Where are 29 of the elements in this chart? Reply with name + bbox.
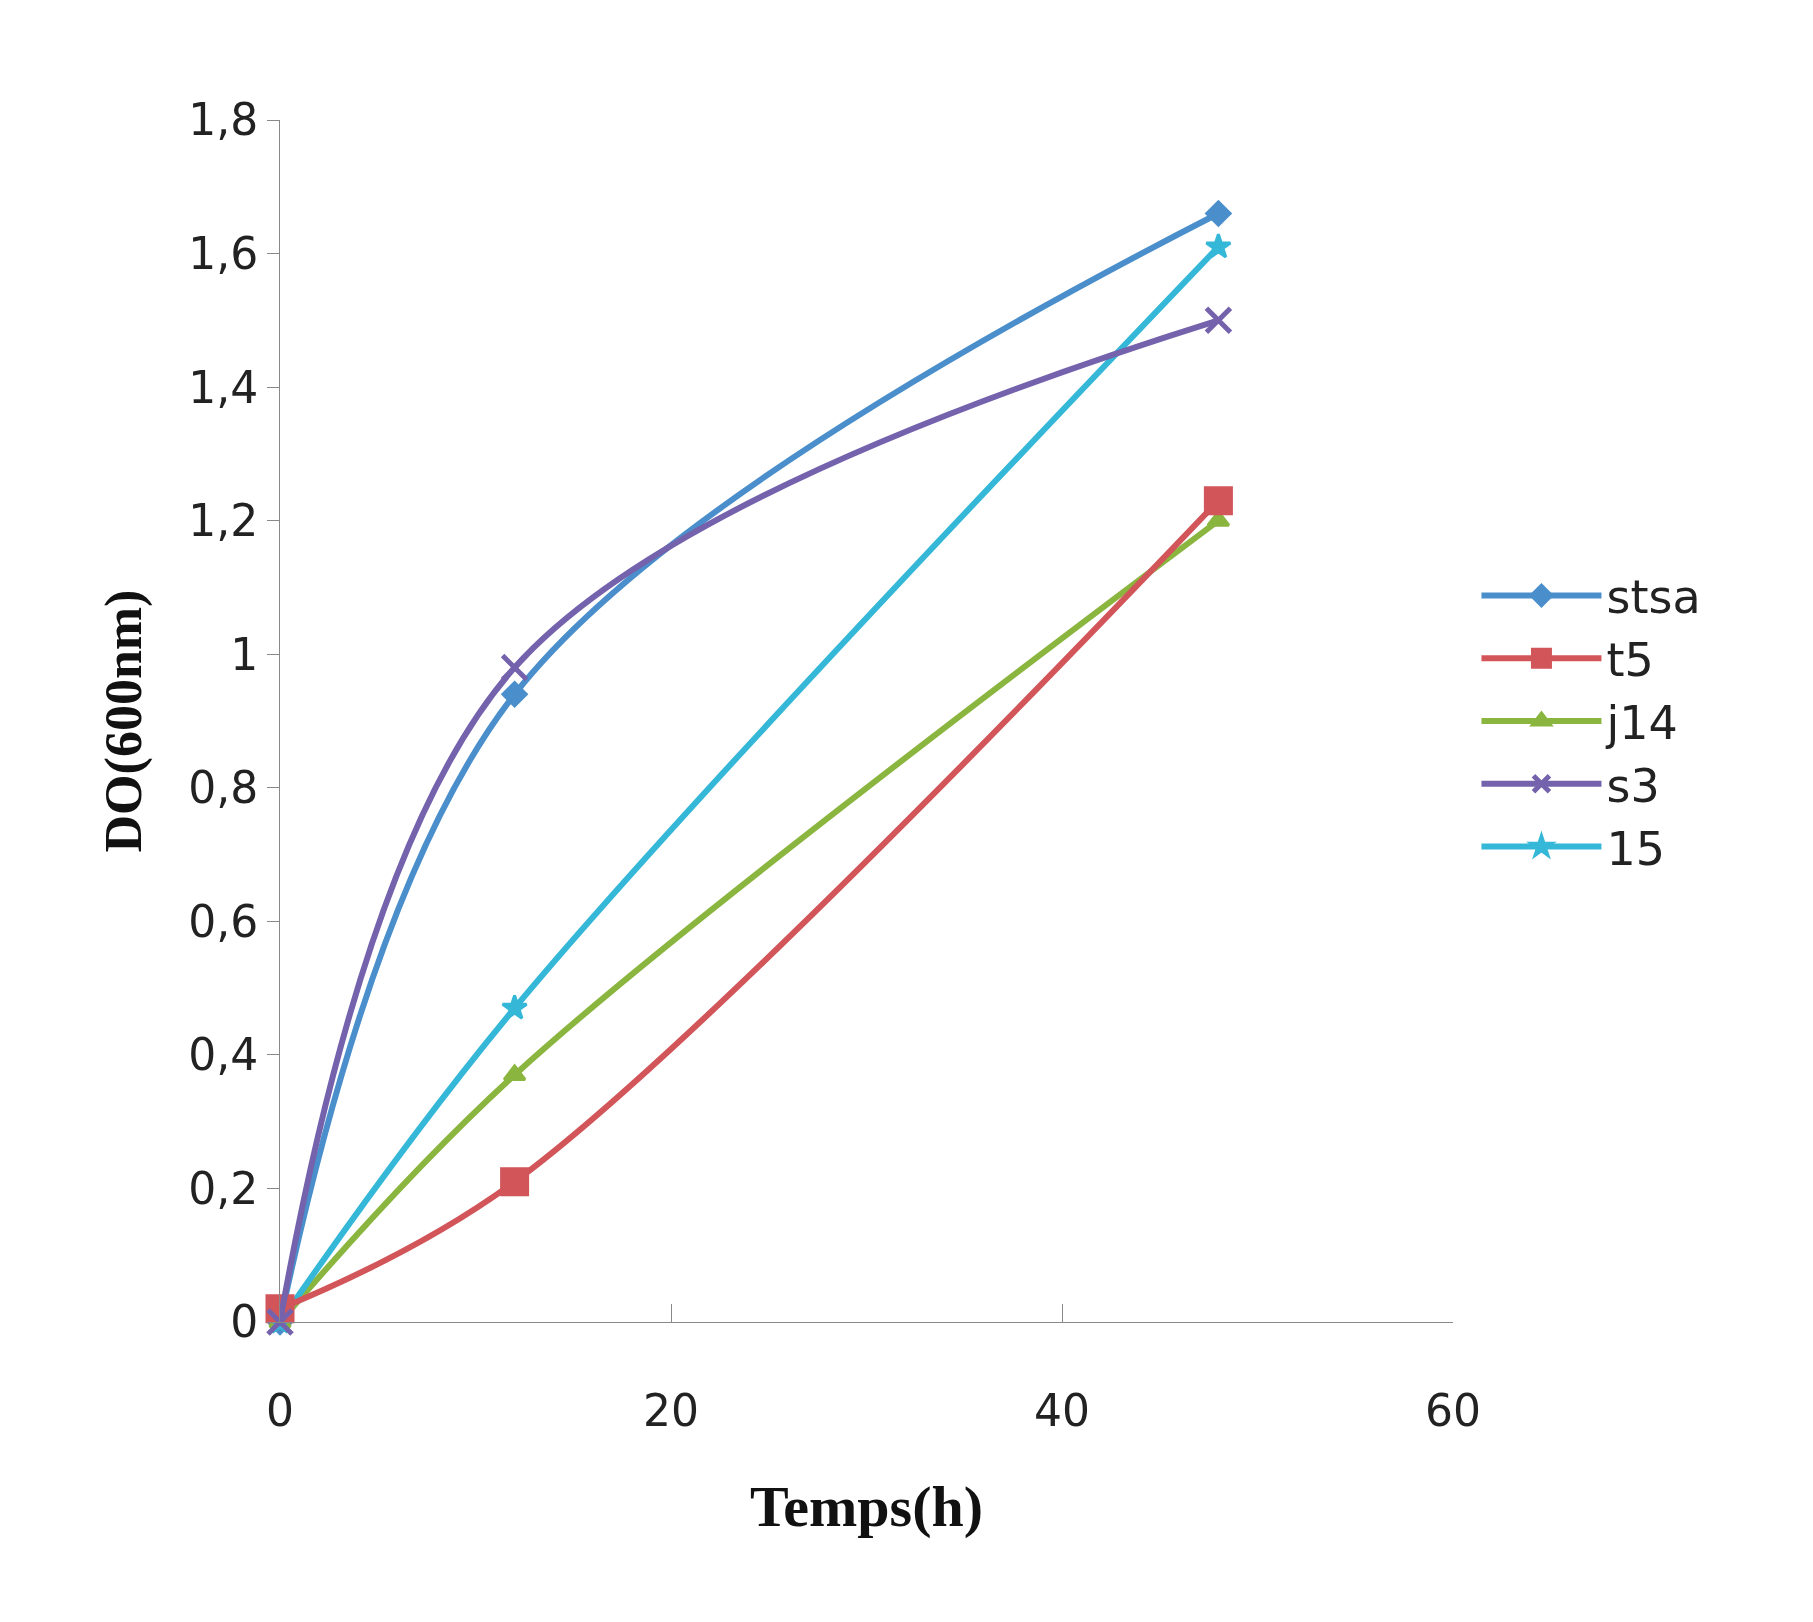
x-tick-label: 0	[266, 1384, 294, 1436]
x-tick-label: 60	[1425, 1384, 1481, 1436]
legend-label: s3	[1606, 758, 1660, 813]
y-tick-label: 1,4	[188, 361, 259, 413]
y-axis-title: DO(600nm)	[94, 589, 153, 853]
legend-label: 15	[1606, 821, 1666, 876]
x-tick-label: 20	[643, 1384, 699, 1436]
y-tick-label: 0	[230, 1296, 259, 1348]
y-tick-label: 0,4	[188, 1029, 259, 1081]
legend-label: stsa	[1606, 570, 1701, 625]
y-tick-label: 0,2	[188, 1162, 259, 1214]
y-tick-label: 0,6	[188, 895, 259, 947]
point	[500, 1167, 530, 1197]
y-tick-label: 1,6	[188, 227, 259, 279]
point	[500, 653, 530, 683]
y-tick-label: 1	[230, 628, 259, 680]
x-tick-label: 40	[1034, 1384, 1090, 1436]
y-tick-label: 1,8	[188, 94, 259, 146]
legend-label: j14	[1605, 695, 1678, 750]
legend-label: t5	[1606, 633, 1654, 688]
point	[1204, 232, 1232, 259]
y-tick-label: 0,8	[188, 762, 259, 814]
point	[1205, 200, 1232, 227]
y-tick-label: 1,2	[188, 495, 259, 547]
point	[501, 681, 528, 708]
point	[501, 994, 529, 1020]
x-axis-title: Temps(h)	[749, 1473, 984, 1539]
point	[1203, 486, 1233, 516]
point	[1203, 305, 1233, 335]
